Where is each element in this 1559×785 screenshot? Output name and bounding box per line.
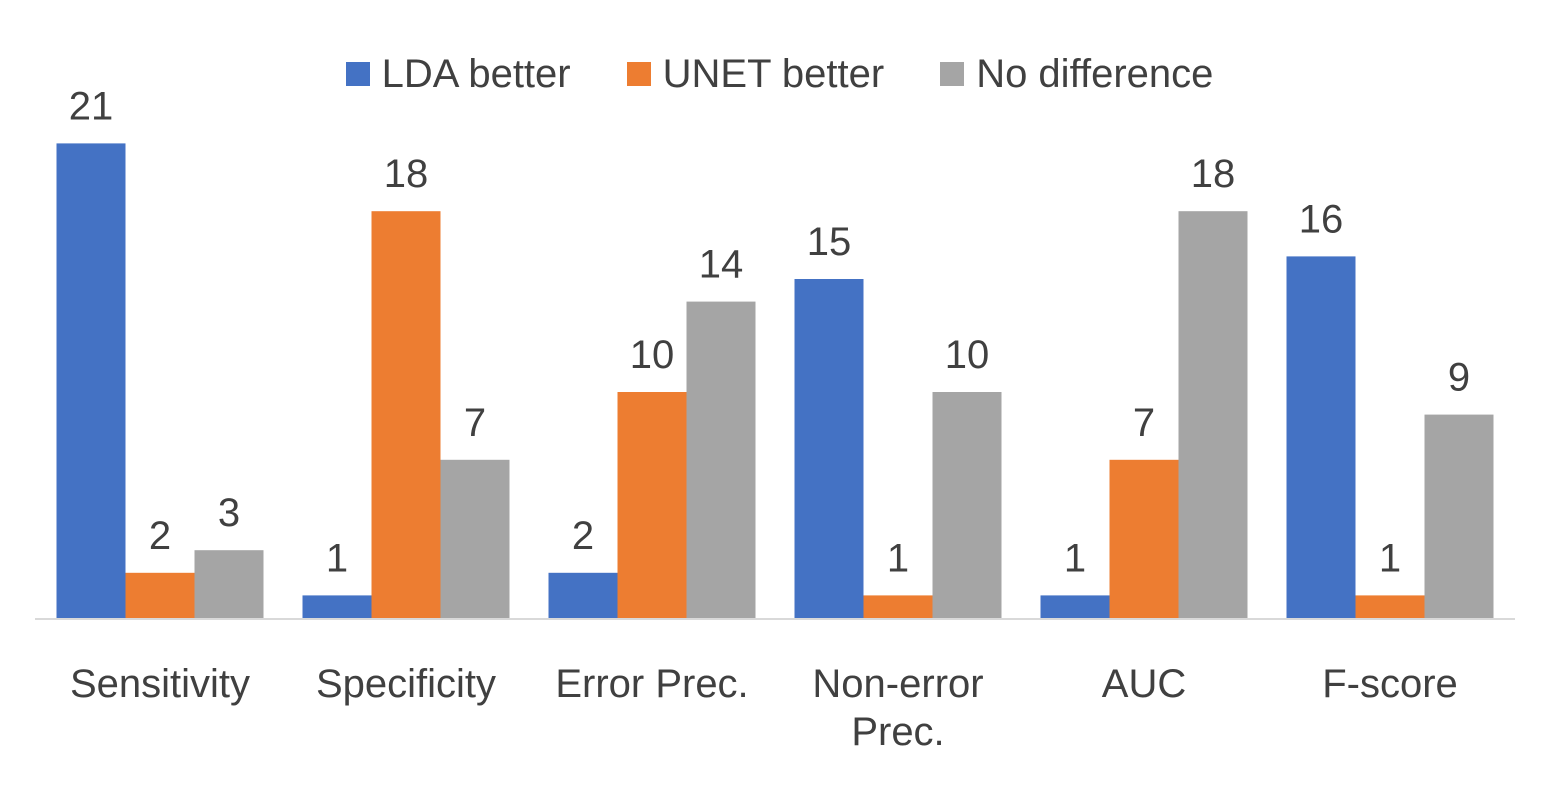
legend-swatch-lda-better bbox=[345, 62, 370, 86]
legend-label-lda-better: LDA better bbox=[381, 51, 571, 96]
legend-item-no-difference: No difference bbox=[940, 52, 1213, 97]
data-label-no-difference-sensitivity: 3 bbox=[218, 491, 240, 535]
data-label-unet-better-specificity: 18 bbox=[384, 152, 429, 196]
data-label-no-difference-non-error-prec: 10 bbox=[945, 333, 990, 377]
data-label-lda-better-error-prec: 2 bbox=[572, 514, 594, 558]
bar-lda-better-auc bbox=[1040, 595, 1110, 618]
x-tick-label-f-score: F-score bbox=[1322, 662, 1458, 706]
data-label-unet-better-auc: 7 bbox=[1133, 401, 1155, 445]
x-tick-label-auc: AUC bbox=[1102, 662, 1186, 706]
bar-no-difference-specificity bbox=[440, 459, 510, 618]
bar-unet-better-error-prec bbox=[617, 392, 687, 618]
bar-no-difference-f-score bbox=[1424, 414, 1494, 618]
legend-label-unet-better: UNET better bbox=[662, 51, 885, 96]
bar-no-difference-non-error-prec bbox=[932, 392, 1002, 618]
bar-unet-better-sensitivity bbox=[125, 572, 195, 618]
bar-unet-better-auc bbox=[1109, 459, 1179, 618]
bar-lda-better-f-score bbox=[1286, 256, 1356, 618]
bar-lda-better-error-prec bbox=[548, 572, 618, 618]
data-label-lda-better-non-error-prec: 15 bbox=[807, 220, 852, 264]
bar-lda-better-specificity bbox=[302, 595, 372, 618]
data-label-lda-better-auc: 1 bbox=[1064, 536, 1086, 580]
data-label-no-difference-auc: 18 bbox=[1191, 152, 1236, 196]
data-label-unet-better-non-error-prec: 1 bbox=[887, 536, 909, 580]
bar-no-difference-auc bbox=[1178, 211, 1248, 618]
data-label-unet-better-error-prec: 10 bbox=[630, 333, 675, 377]
data-label-lda-better-specificity: 1 bbox=[326, 536, 348, 580]
legend-swatch-no-difference bbox=[940, 62, 965, 86]
data-label-unet-better-sensitivity: 2 bbox=[149, 514, 171, 558]
data-label-unet-better-f-score: 1 bbox=[1379, 536, 1401, 580]
data-label-lda-better-sensitivity: 21 bbox=[69, 84, 114, 128]
bar-no-difference-sensitivity bbox=[194, 550, 264, 618]
legend-swatch-unet-better bbox=[626, 62, 651, 86]
data-label-lda-better-f-score: 16 bbox=[1299, 197, 1344, 241]
data-label-no-difference-error-prec: 14 bbox=[699, 243, 744, 287]
x-tick-label-non-error-prec: Non-error Prec. bbox=[812, 662, 983, 754]
legend-label-no-difference: No difference bbox=[976, 51, 1214, 96]
legend: LDA better UNET better No difference bbox=[0, 46, 1559, 102]
legend-item-unet-better: UNET better bbox=[626, 51, 885, 97]
bar-unet-better-non-error-prec bbox=[863, 595, 933, 618]
bar-lda-better-non-error-prec bbox=[794, 279, 864, 618]
x-tick-label-sensitivity: Sensitivity bbox=[70, 662, 250, 706]
data-label-no-difference-f-score: 9 bbox=[1448, 356, 1470, 400]
bar-no-difference-error-prec bbox=[686, 301, 756, 618]
bar-lda-better-sensitivity bbox=[56, 143, 126, 618]
data-label-no-difference-specificity: 7 bbox=[464, 401, 486, 445]
legend-item-lda-better: LDA better bbox=[345, 51, 571, 97]
x-tick-label-error-prec: Error Prec. bbox=[555, 662, 748, 706]
x-tick-label-specificity: Specificity bbox=[316, 662, 496, 706]
bar-unet-better-f-score bbox=[1355, 595, 1425, 618]
bar-unet-better-specificity bbox=[371, 211, 441, 618]
